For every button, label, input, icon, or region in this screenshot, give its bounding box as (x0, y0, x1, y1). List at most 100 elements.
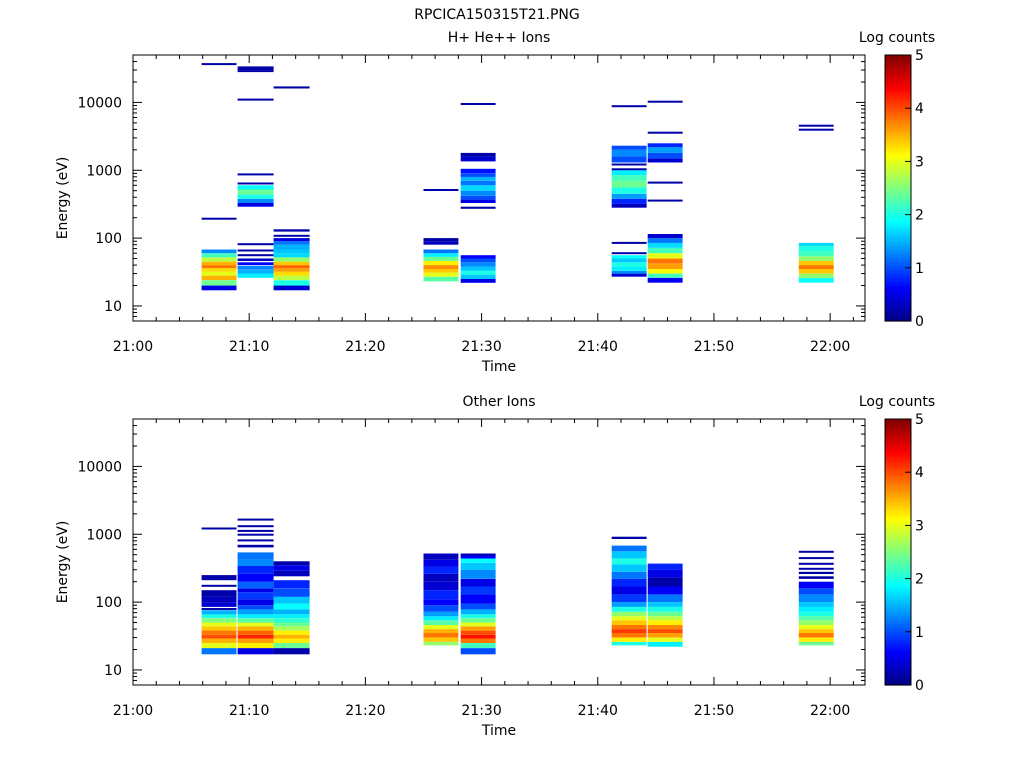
heatmap-cell (273, 614, 310, 619)
heatmap-cell (460, 255, 496, 259)
y-axis-label: Energy (eV) (55, 521, 71, 604)
heatmap-cell (647, 143, 683, 148)
heatmap-cell (460, 262, 496, 267)
heatmap-cell (460, 190, 496, 196)
heatmap-cell (611, 594, 647, 603)
colorbar-segment (885, 631, 911, 636)
heatmap-cell (237, 559, 274, 566)
heatmap-cell (237, 249, 274, 252)
colorbar-segment (885, 265, 911, 269)
heatmap-cell (798, 273, 834, 278)
heatmap-cell (273, 622, 310, 627)
heatmap-cell (460, 180, 496, 186)
colorbar-segment (885, 153, 911, 157)
heatmap-cell (611, 258, 647, 263)
heatmap-cell (201, 622, 237, 627)
heatmap-cell (611, 616, 647, 621)
colorbar-segment (885, 243, 911, 248)
heatmap-cell (237, 68, 274, 71)
heatmap-cell (647, 242, 683, 248)
heatmap-cell (611, 180, 647, 188)
heatmap-cell (273, 234, 310, 237)
colorbar-segment (885, 458, 911, 463)
colorbar-segment (885, 424, 911, 428)
x-tick-label: 21:30 (461, 703, 501, 719)
colorbar-segment (885, 222, 911, 226)
colorbar-segment (885, 677, 911, 681)
heatmap-cell (237, 258, 274, 261)
heatmap-cell (423, 261, 459, 266)
colorbar-segment (885, 161, 911, 165)
heatmap-cell (423, 265, 459, 269)
heatmap-cell (460, 274, 496, 279)
colorbar-segment (885, 225, 911, 229)
heatmap-cell (201, 584, 237, 587)
heatmap-cell (201, 590, 237, 597)
colorbar-segment (885, 113, 911, 117)
heatmap-cell (611, 558, 647, 565)
heatmap-cell (611, 252, 647, 255)
heatmap-cell (460, 553, 496, 556)
heatmap-cell (201, 249, 237, 254)
heatmap-cell (798, 629, 834, 633)
colorbar-segment (885, 108, 911, 112)
heatmap-cell (273, 238, 310, 242)
x-tick-label: 21:50 (694, 339, 734, 355)
heatmap-cell (647, 247, 683, 254)
heatmap-cell (423, 189, 459, 191)
colorbar-segment (885, 493, 911, 497)
heatmap-cell (237, 552, 274, 560)
heatmap-cell (798, 633, 834, 638)
heatmap-cell (273, 244, 310, 250)
heatmap-cell (423, 238, 459, 242)
colorbar-segment (885, 283, 911, 288)
panel-title: Other Ions (462, 394, 535, 410)
colorbar-segment (885, 496, 911, 500)
heatmap-cell (423, 553, 459, 560)
colorbar-segment (885, 581, 911, 585)
colorbar-tick-label: 5 (915, 48, 924, 64)
y-tick-label: 10000 (77, 95, 122, 111)
heatmap-cell (237, 269, 274, 274)
y-tick-label: 10000 (77, 459, 122, 475)
colorbar-segment (885, 634, 911, 638)
heatmap-cell (647, 586, 683, 595)
colorbar-segment (885, 60, 911, 64)
heatmap-cell (611, 578, 647, 587)
colorbar-segment (885, 567, 911, 572)
panel-other-ions: 21:00 21:10 21:20 21:30 21:40 21:50 22:0010100… (55, 394, 935, 739)
colorbar-segment (885, 273, 911, 277)
heatmap-cell (798, 557, 834, 560)
heatmap-cell (611, 156, 647, 163)
heatmap-cell (798, 124, 834, 127)
colorbar-segment (885, 227, 911, 232)
colorbar-segment (885, 92, 911, 96)
colorbar-segment (885, 549, 911, 553)
heatmap-cell (611, 629, 647, 633)
heatmap-cell (611, 175, 647, 181)
heatmap-cell (611, 149, 647, 157)
colorbar-segment (885, 456, 911, 460)
colorbar-segment (885, 257, 911, 261)
heatmap-cell (237, 539, 274, 542)
heatmap-cell (237, 622, 274, 627)
colorbar-segment (885, 498, 911, 503)
x-tick-label: 21:40 (578, 703, 618, 719)
heatmap-cell (423, 272, 459, 277)
colorbar-segment (885, 504, 911, 508)
colorbar-segment (885, 121, 911, 125)
heatmap-cell (798, 581, 834, 589)
heatmap-cell (647, 181, 683, 184)
colorbar-segment (885, 637, 911, 641)
colorbar-segment (885, 597, 911, 601)
colorbar-segment (885, 559, 911, 564)
heatmap-cell (273, 565, 310, 571)
heatmap-cell (201, 643, 237, 649)
heatmap-cell (201, 63, 237, 66)
heatmap-cell (201, 217, 237, 220)
colorbar-segment (885, 464, 911, 468)
colorbar-segment (885, 602, 911, 606)
x-axis-label: Time (481, 359, 516, 375)
heatmap-cell (460, 562, 496, 570)
